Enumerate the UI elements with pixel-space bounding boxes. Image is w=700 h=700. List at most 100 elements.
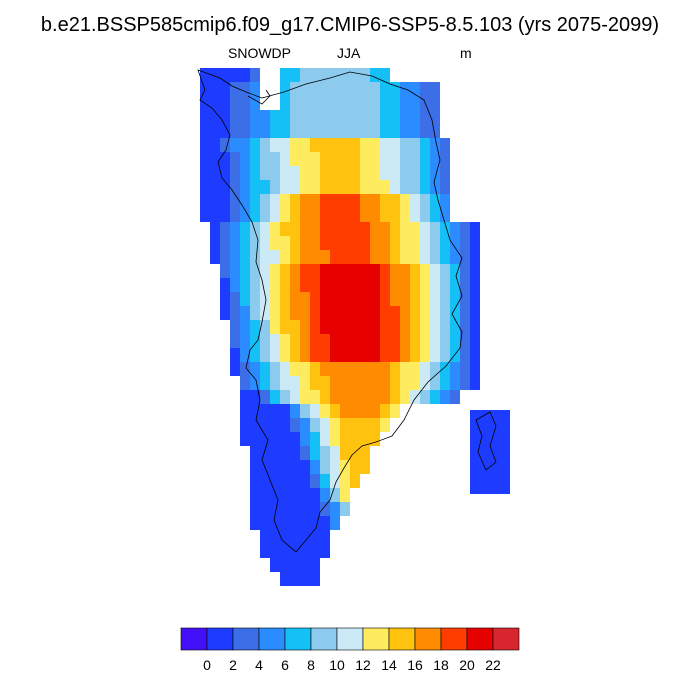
map-grid-cell (340, 82, 350, 96)
map-grid-cell (310, 404, 320, 418)
map-grid-cell (350, 432, 360, 446)
map-grid-cell (450, 334, 460, 348)
map-grid-cell (470, 452, 480, 466)
map-grid-cell (310, 68, 320, 82)
map-grid-cell (370, 194, 380, 208)
map-grid-cell (380, 124, 390, 138)
map-grid-cell (330, 418, 340, 432)
map-grid-cell (440, 166, 450, 180)
colorbar-tick-label: 6 (281, 657, 289, 673)
map-grid-cell (350, 376, 360, 390)
map-grid-cell (240, 180, 250, 194)
map-grid-cell (290, 334, 300, 348)
map-grid-cell (300, 264, 310, 278)
map-grid-cell (380, 208, 390, 222)
map-grid-cell (420, 306, 430, 320)
map-grid-cell (390, 250, 400, 264)
map-grid-cell (350, 124, 360, 138)
map-grid-cell (270, 320, 280, 334)
map-grid-cell (390, 320, 400, 334)
map-grid-cell (200, 152, 210, 166)
map-grid-cell (360, 460, 370, 474)
map-grid-cell (300, 376, 310, 390)
map-grid-cell (370, 236, 380, 250)
map-grid-cell (300, 544, 310, 558)
map-grid-cell (270, 306, 280, 320)
map-grid-cell (370, 138, 380, 152)
map-grid-cell (280, 432, 290, 446)
map-grid-cell (320, 446, 330, 460)
map-grid-cell (260, 516, 270, 530)
map-grid-cell (290, 572, 300, 586)
map-grid-cell (340, 180, 350, 194)
map-grid-cell (370, 264, 380, 278)
map-grid-cell (340, 236, 350, 250)
map-grid-cell (440, 152, 450, 166)
map-grid-cell (230, 208, 240, 222)
map-grid-cell (400, 208, 410, 222)
map-grid-cell (300, 362, 310, 376)
map-grid-cell (400, 194, 410, 208)
map-grid-cell (270, 152, 280, 166)
map-grid-cell (400, 306, 410, 320)
map-grid-cell (320, 390, 330, 404)
map-grid-cell (380, 68, 390, 82)
map-grid-cell (340, 306, 350, 320)
map-grid-cell (260, 418, 270, 432)
map-grid-cell (280, 138, 290, 152)
map-grid-cell (300, 138, 310, 152)
map-grid-cell (270, 460, 280, 474)
map-grid-cell (270, 446, 280, 460)
map-grid-cell (270, 138, 280, 152)
map-grid-cell (290, 488, 300, 502)
map-grid-cell (300, 460, 310, 474)
map-grid-cell (310, 180, 320, 194)
map-grid-cell (410, 138, 420, 152)
map-grid-cell (420, 138, 430, 152)
map-grid-cell (360, 250, 370, 264)
map-grid-cell (410, 222, 420, 236)
map-grid-cell (260, 488, 270, 502)
map-grid-cell (280, 306, 290, 320)
map-grid-cell (340, 138, 350, 152)
map-grid-cell (360, 334, 370, 348)
map-grid-cell (240, 138, 250, 152)
map-grid-cell (280, 348, 290, 362)
map-grid-cell (320, 250, 330, 264)
map-grid-cell (440, 348, 450, 362)
colorbar-box (414, 627, 442, 651)
map-grid-cell (250, 208, 260, 222)
colorbar-labels: 0 2 4 6 8 10 12 14 16 18 20 22 (203, 657, 501, 673)
map-grid-cell (420, 166, 430, 180)
map-grid-cell (270, 124, 280, 138)
map-grid-cell (370, 96, 380, 110)
map-grid-cell (240, 320, 250, 334)
map-grid-cell (410, 110, 420, 124)
map-grid-cell (260, 502, 270, 516)
map-grid-cell (210, 208, 220, 222)
map-grid-cell (360, 292, 370, 306)
map-grid-cell (400, 124, 410, 138)
map-grid-cell (310, 278, 320, 292)
map-grid-cell (230, 236, 240, 250)
map-grid-cell (330, 222, 340, 236)
map-grid-cell (300, 390, 310, 404)
map-grid-cell (460, 348, 470, 362)
map-grid-cell (320, 278, 330, 292)
map-grid-cell (260, 278, 270, 292)
map-grid-cell (380, 250, 390, 264)
map-grid-cell (270, 376, 280, 390)
map-grid-cell (390, 180, 400, 194)
map-grid-cell (330, 96, 340, 110)
map-grid-cell (320, 222, 330, 236)
map-grid-cell (270, 488, 280, 502)
map-grid-cell (280, 474, 290, 488)
map-grid-cell (470, 410, 480, 424)
map-grid-cell (220, 110, 230, 124)
map-grid-cell (320, 82, 330, 96)
map-grid-cell (360, 110, 370, 124)
map-grid-cell (260, 376, 270, 390)
units-label: m (460, 45, 472, 61)
map-grid-cell (230, 222, 240, 236)
colorbar-tick-label: 10 (329, 657, 345, 673)
